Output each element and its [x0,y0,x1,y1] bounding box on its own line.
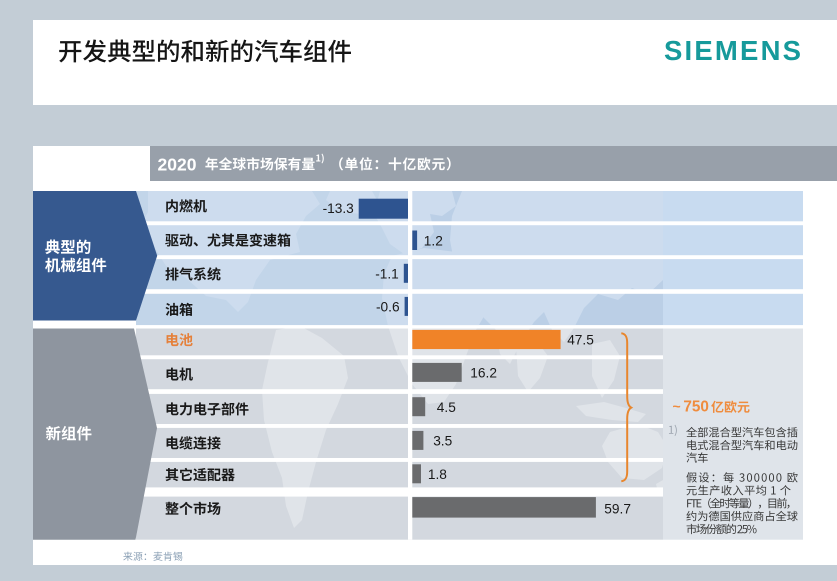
svg-text:59.7: 59.7 [604,501,631,516]
svg-text:1.8: 1.8 [428,467,447,482]
svg-text:SIEMENS: SIEMENS [664,35,803,66]
svg-text:3.5: 3.5 [433,434,452,449]
svg-text:1.2: 1.2 [424,234,443,249]
svg-text:-0.6: -0.6 [376,299,400,314]
svg-text:2020: 2020 [158,155,197,175]
svg-text:16.2: 16.2 [470,366,497,381]
svg-text:-1.1: -1.1 [375,266,399,281]
svg-text:4.5: 4.5 [437,400,456,415]
svg-text:750: 750 [683,399,709,416]
svg-text:~: ~ [673,398,681,414]
svg-text:-13.3: -13.3 [323,201,355,216]
svg-text:47.5: 47.5 [567,332,594,347]
